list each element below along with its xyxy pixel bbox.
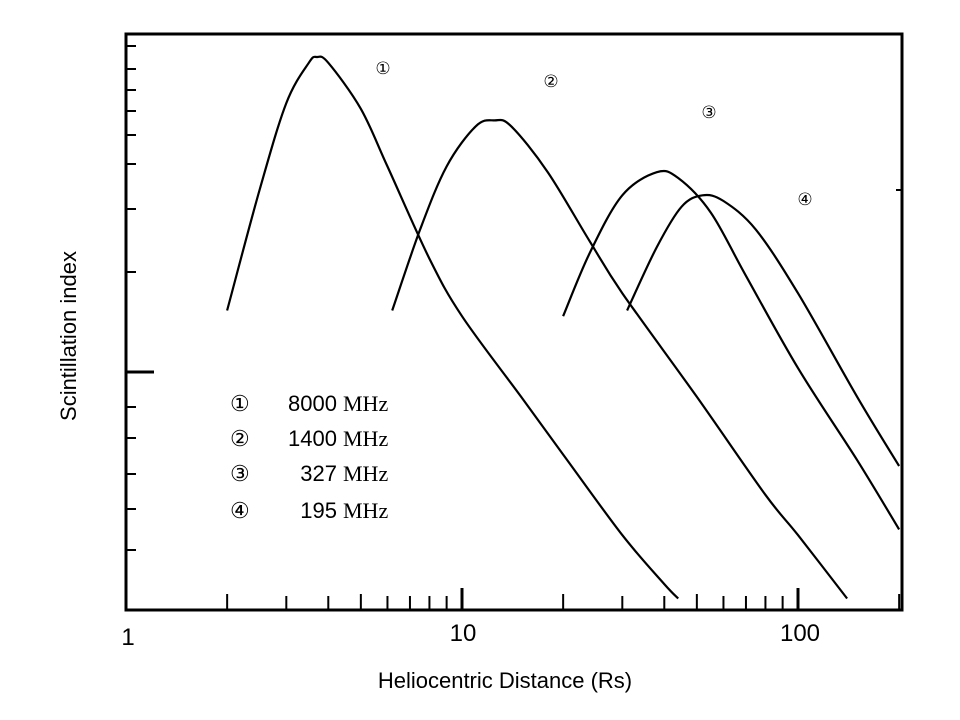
legend-item-4: ④ 195 MHz bbox=[230, 498, 388, 523]
legend-marker-2: ② bbox=[230, 426, 250, 451]
x-ticks bbox=[226, 588, 901, 610]
legend-marker-3: ③ bbox=[230, 461, 250, 486]
legend-value-3: 327 bbox=[300, 461, 337, 486]
legend-value-1: 8000 bbox=[288, 391, 337, 416]
legend-value-4: 195 bbox=[300, 498, 337, 523]
curve-marker-2: ② bbox=[543, 72, 558, 91]
legend-unit-4: MHz bbox=[343, 498, 388, 523]
legend-unit-3: MHz bbox=[343, 461, 388, 486]
x-tick-label-10: 10 bbox=[450, 620, 477, 647]
y-axis-label: Scintillation index bbox=[56, 251, 81, 421]
curves bbox=[226, 55, 901, 600]
legend-unit-2: MHz bbox=[343, 426, 388, 451]
plot-frame bbox=[124, 32, 904, 612]
legend-item-2: ② 1400 MHz bbox=[230, 426, 388, 451]
series-line-4 bbox=[626, 193, 901, 467]
series-line-1 bbox=[226, 55, 679, 600]
x-tick-label-1: 1 bbox=[121, 624, 134, 651]
legend-item-3: ③ 327 MHz bbox=[230, 461, 388, 486]
y-ticks bbox=[126, 45, 902, 551]
curve-marker-3: ③ bbox=[701, 103, 716, 122]
legend-marker-4: ④ bbox=[230, 498, 250, 523]
legend-marker-1: ① bbox=[230, 391, 250, 416]
legend: ① 8000 MHz ② 1400 MHz ③ 327 MHz ④ 195 MH… bbox=[230, 391, 388, 523]
series-line-3 bbox=[562, 169, 901, 530]
x-axis-label: Heliocentric Distance (Rs) bbox=[378, 668, 632, 693]
legend-unit-1: MHz bbox=[343, 391, 388, 416]
curve-marker-4: ④ bbox=[797, 190, 812, 209]
legend-item-1: ① 8000 MHz bbox=[230, 391, 388, 416]
legend-value-2: 1400 bbox=[288, 426, 337, 451]
curve-marker-1: ① bbox=[375, 59, 390, 78]
x-tick-label-100: 100 bbox=[780, 620, 820, 647]
series-line-2 bbox=[391, 118, 848, 600]
